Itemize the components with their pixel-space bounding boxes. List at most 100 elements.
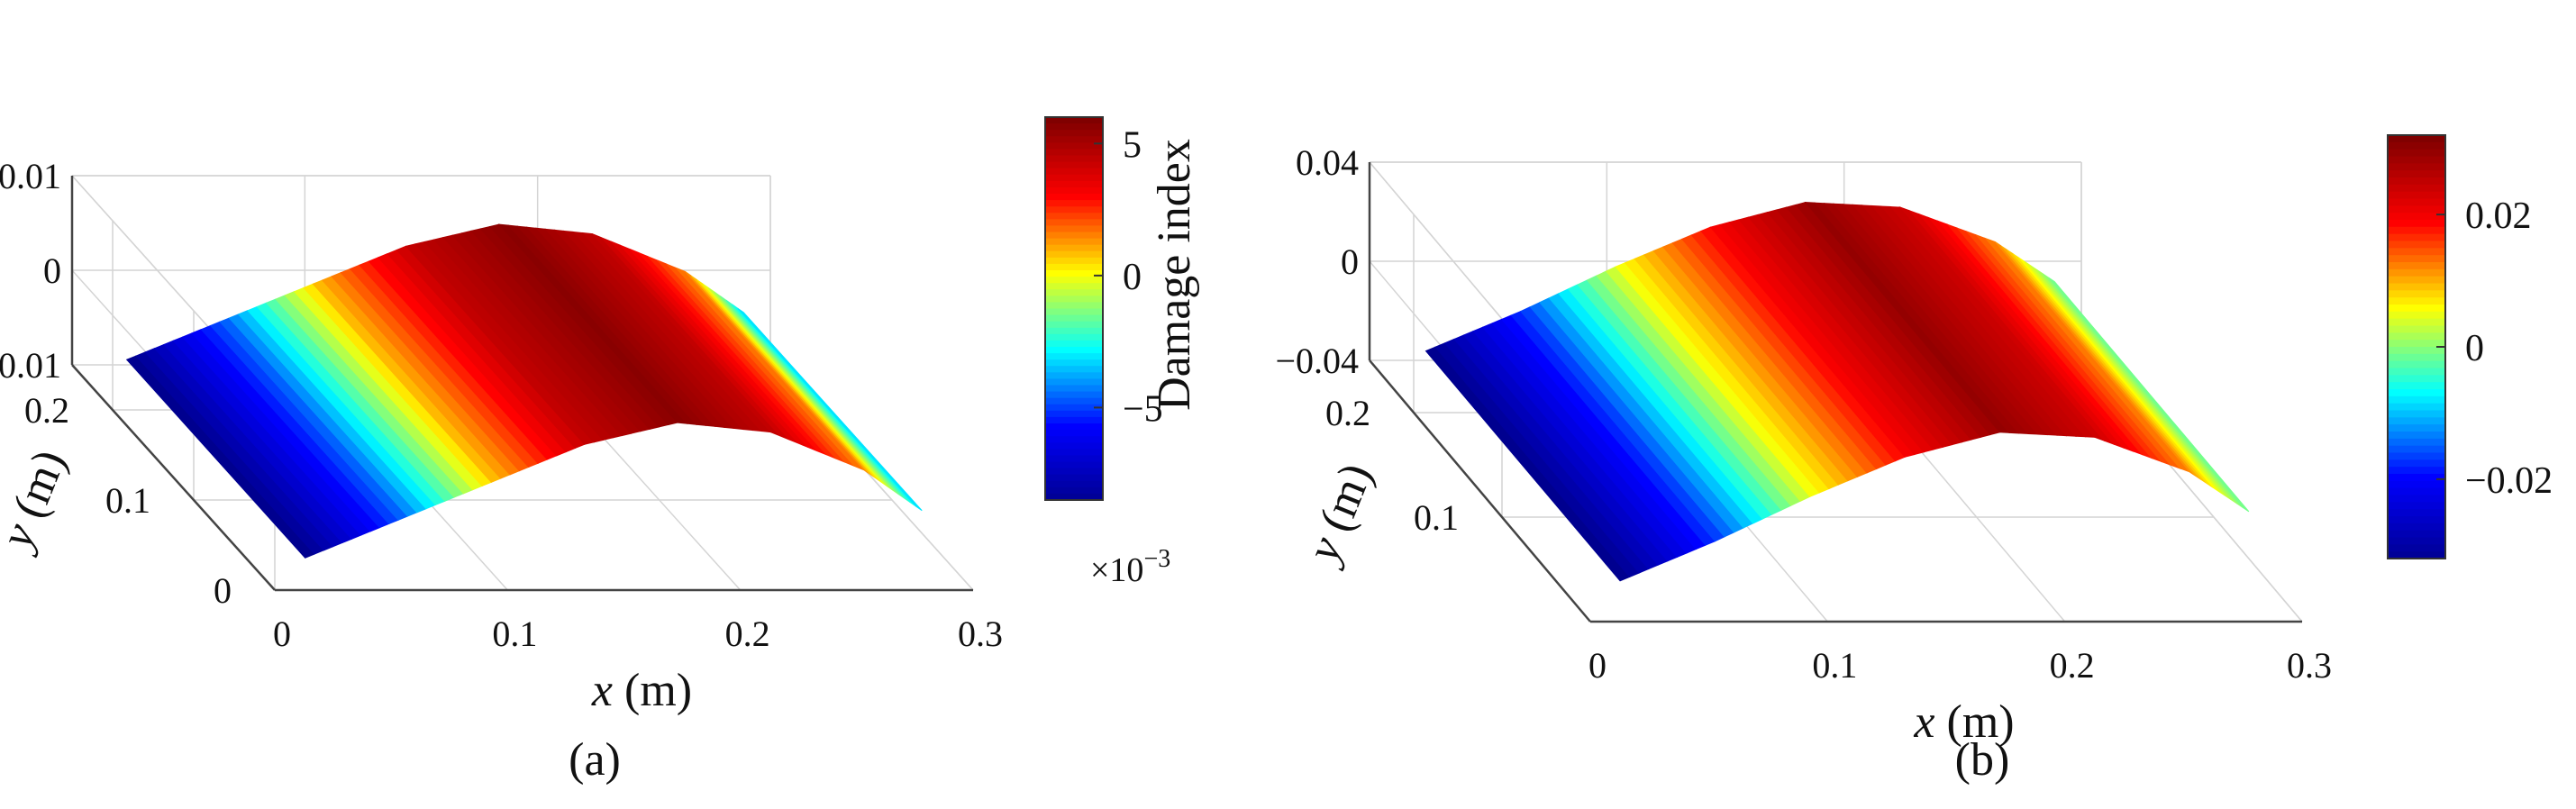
z-axis-label: Damage index	[1149, 139, 1200, 411]
z-tick-label: 0.01	[0, 156, 61, 196]
colorbar-band	[2388, 544, 2445, 553]
colorbar-band	[1045, 123, 1103, 132]
colorbar-band	[1045, 340, 1103, 348]
colorbar-band	[2388, 241, 2445, 250]
colorbar-band	[2388, 233, 2445, 242]
z-tick-label: −0.04	[1275, 341, 1359, 381]
colorbar-band	[2388, 149, 2445, 158]
colorbar-band	[2388, 191, 2445, 200]
colorbar-band	[1045, 480, 1103, 488]
colorbar-band	[2388, 375, 2445, 384]
colorbar-band	[2388, 325, 2445, 334]
colorbar-band	[2388, 156, 2445, 165]
colorbar-band	[1045, 232, 1103, 240]
colorbar-band	[2388, 220, 2445, 228]
colorbar-band	[2388, 141, 2445, 150]
x-tick-label: 0	[273, 614, 291, 654]
colorbar-band	[1045, 277, 1103, 285]
colorbar-band	[2388, 177, 2445, 186]
x-tick-label: 0	[1588, 645, 1607, 686]
colorbar-band	[2388, 332, 2445, 341]
y-tick-label: 0.1	[105, 480, 150, 521]
colorbar-band	[2388, 198, 2445, 207]
colorbar: 5 0 −5 ×10−3	[1044, 116, 1170, 589]
colorbar-band	[2388, 290, 2445, 299]
colorbar-band	[1045, 257, 1103, 265]
y-axis-label: y (m)	[1296, 457, 1382, 573]
colorbar-band	[1045, 219, 1103, 227]
panel-label: (a)	[569, 734, 621, 786]
colorbar-band	[2388, 395, 2445, 404]
colorbar-band	[2388, 530, 2445, 539]
colorbar-band	[2388, 438, 2445, 447]
colorbar: 0.02 0 −0.02	[2387, 134, 2553, 559]
colorbar-band	[2388, 311, 2445, 320]
y-axis-line	[71, 364, 276, 591]
colorbar-band	[1045, 353, 1103, 361]
surface	[1425, 202, 2250, 582]
colorbar-band	[2388, 424, 2445, 432]
colorbar-band	[2388, 283, 2445, 292]
y-tick-label: 0.2	[1325, 393, 1370, 433]
x-tick-label: 0.2	[2050, 645, 2095, 686]
colorbar-band	[1045, 397, 1103, 405]
colorbar-band	[1045, 410, 1103, 418]
colorbar-band	[1045, 423, 1103, 432]
colorbar-band	[2388, 467, 2445, 475]
colorbar-band	[1045, 416, 1103, 424]
colorbar-band	[1045, 314, 1103, 323]
colorbar-band	[2388, 353, 2445, 362]
colorbar-band	[1045, 385, 1103, 393]
colorbar-band	[2388, 502, 2445, 511]
x-tick-label: 0.1	[1812, 645, 1857, 686]
colorbar-band	[1045, 149, 1103, 157]
x-tick-label: 0.2	[725, 614, 770, 654]
colorbar-band	[1045, 455, 1103, 463]
colorbar-tick-label: 5	[1123, 124, 1142, 166]
colorbar-band	[2388, 382, 2445, 390]
colorbar-band	[2388, 537, 2445, 546]
colorbar-band	[1045, 347, 1103, 355]
colorbar-band	[1045, 200, 1103, 208]
x-axis-label: x (m)	[591, 665, 692, 716]
colorbar-band	[2388, 163, 2445, 172]
colorbar-band	[1045, 493, 1103, 501]
colorbar-band	[1045, 289, 1103, 297]
colorbar-band	[2388, 276, 2445, 285]
colorbar-band	[2388, 184, 2445, 193]
colorbar-band	[1045, 308, 1103, 316]
z-tick-label: 0	[43, 250, 61, 291]
colorbar-band	[1045, 130, 1103, 138]
colorbar-band	[1045, 321, 1103, 329]
colorbar-band	[1045, 206, 1103, 214]
colorbar-tick-label: 0	[2465, 328, 2484, 369]
colorbar-band	[1045, 404, 1103, 412]
colorbar-tick-label: 0.02	[2465, 195, 2532, 237]
panel-label: (b)	[1955, 734, 2010, 786]
colorbar-band	[2388, 389, 2445, 397]
colorbar-band	[2388, 480, 2445, 489]
colorbar-band	[2388, 410, 2445, 419]
colorbar-band	[2388, 551, 2445, 559]
colorbar-band	[1045, 142, 1103, 150]
colorbar-band	[1045, 225, 1103, 233]
x-tick-label: 0.3	[2287, 645, 2332, 686]
colorbar-band	[2388, 226, 2445, 235]
colorbar-band	[2388, 347, 2445, 355]
colorbar-band	[2388, 368, 2445, 377]
colorbar-band	[1045, 430, 1103, 438]
colorbar-band	[2388, 474, 2445, 482]
colorbar-band	[2388, 340, 2445, 348]
colorbar-band	[1045, 155, 1103, 163]
x-tick-label: 0.1	[492, 614, 537, 654]
colorbar-band	[2388, 305, 2445, 313]
colorbar-band	[2388, 297, 2445, 305]
colorbar-band	[2388, 459, 2445, 468]
colorbar-band	[1045, 327, 1103, 335]
z-tick-label: 0	[1341, 241, 1359, 282]
colorbar-band	[1045, 366, 1103, 374]
colorbar-band	[2388, 452, 2445, 461]
colorbar-band	[1045, 391, 1103, 399]
